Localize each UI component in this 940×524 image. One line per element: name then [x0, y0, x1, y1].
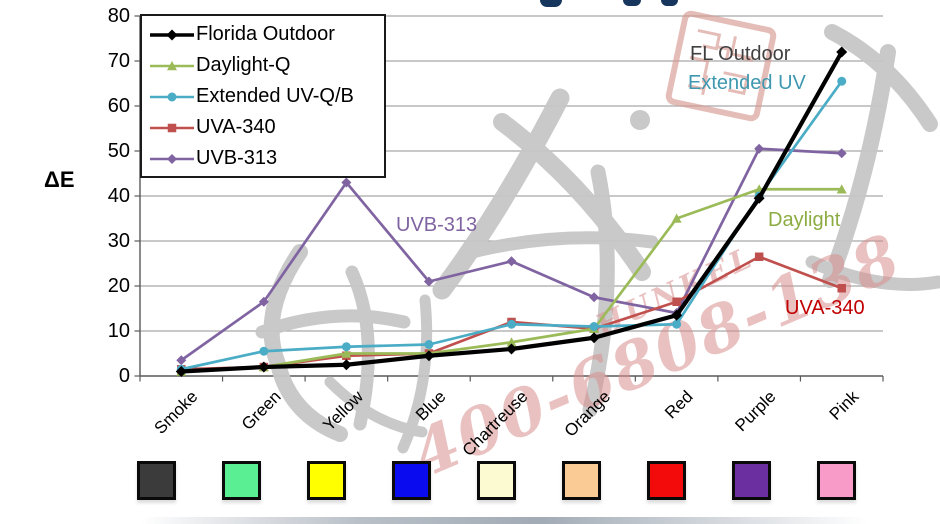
legend-label: UVA-340	[196, 116, 276, 138]
legend-marker-icon	[150, 123, 194, 132]
legend-item: Florida Outdoor	[149, 19, 384, 50]
legend-label: Daylight-Q	[196, 54, 291, 76]
annotation-uvb-313: UVB-313	[396, 214, 478, 236]
y-axis-title: ΔE	[44, 167, 75, 192]
chart-legend: Florida Outdoor Daylight-Q Extended UV-Q/B…	[140, 14, 386, 178]
title-fragment	[661, 0, 678, 6]
y-tick-label: 30	[107, 230, 130, 252]
legend-label: Florida Outdoor	[196, 23, 335, 45]
y-tick-label: 10	[107, 320, 130, 342]
legend-marker-icon	[150, 153, 194, 164]
legend-item: Daylight-Q	[149, 50, 384, 81]
legend-item: Extended UV-Q/B	[149, 81, 384, 112]
legend-item: UVA-340	[149, 112, 384, 143]
legend-marker-icon	[150, 92, 194, 101]
y-tick-label: 60	[107, 95, 130, 117]
y-tick-label: 50	[107, 140, 130, 162]
color-swatch-smoke	[136, 461, 176, 500]
color-swatch-chartreuse	[476, 461, 516, 500]
color-swatch-orange	[561, 461, 601, 500]
series-florida-outdoor	[175, 46, 848, 377]
y-tick-label: 70	[107, 50, 130, 72]
color-swatch-purple	[731, 461, 771, 500]
annotation-daylight: Daylight	[768, 209, 841, 231]
title-fragment	[623, 0, 641, 6]
color-swatch-blue	[391, 461, 431, 500]
legend-label: Extended UV-Q/B	[196, 85, 354, 107]
annotation-uva-340: UVA-340	[785, 297, 865, 319]
y-tick-label: 80	[107, 5, 130, 27]
color-swatch-red	[646, 461, 686, 500]
y-tick-label: 20	[107, 275, 130, 297]
cropped-table-edge	[140, 517, 868, 524]
color-swatch-yellow	[306, 461, 346, 500]
color-swatch-pink	[816, 461, 856, 500]
color-swatch-green	[221, 461, 261, 500]
legend-label: UVB-313	[196, 147, 278, 169]
legend-marker-icon	[150, 60, 194, 70]
y-tick-label: 40	[107, 185, 130, 207]
title-fragment	[540, 0, 562, 7]
y-tick-label: 0	[118, 365, 130, 387]
legend-item: UVB-313	[149, 143, 384, 174]
annotation-extended-uv: Extended UV	[688, 72, 806, 94]
legend-marker-icon	[150, 29, 194, 40]
red-seal-stamp	[665, 10, 777, 122]
annotation-fl-outdoor: FL Outdoor	[690, 43, 791, 65]
